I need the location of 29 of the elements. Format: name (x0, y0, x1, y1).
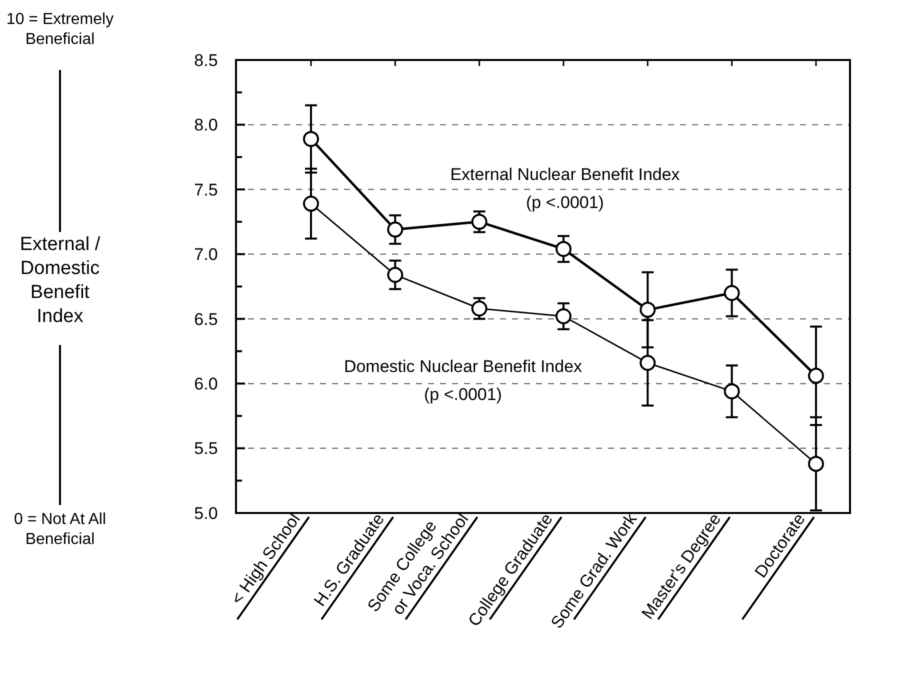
y-tick-label: 6.0 (194, 374, 218, 394)
point (471, 300, 488, 317)
point (556, 240, 572, 257)
y-tick-label: 7.5 (194, 180, 218, 200)
point (556, 308, 572, 324)
point (724, 383, 740, 400)
point (303, 130, 319, 147)
y-tick-label: 8.0 (194, 116, 218, 135)
point (640, 354, 656, 371)
point (640, 302, 656, 318)
point (724, 284, 740, 301)
point (387, 222, 404, 238)
y-axis-title: External / Domestic Benefit Index (20, 234, 101, 327)
annotation: (p <.0001) (424, 385, 502, 404)
y-tick-label: 6.5 (194, 310, 218, 329)
annotation: (p <.0001) (526, 193, 604, 212)
text: External Nuclear Benefit Index (450, 165, 680, 184)
point (471, 214, 488, 230)
point (303, 196, 319, 212)
y-tick-label: 8.5 (194, 50, 218, 70)
text: 0 = Not At All Beneficial (14, 511, 106, 548)
point (387, 266, 404, 283)
y-tick-label: 5.0 (194, 504, 218, 523)
point (808, 368, 824, 384)
series-label: Domestic Nuclear Benefit Index (344, 357, 583, 376)
point (808, 456, 824, 472)
text: 10 = Extremely Beneficial (6, 11, 114, 48)
y-tick-label: 5.5 (194, 439, 218, 458)
y-tick-label: 7.0 (194, 245, 218, 264)
